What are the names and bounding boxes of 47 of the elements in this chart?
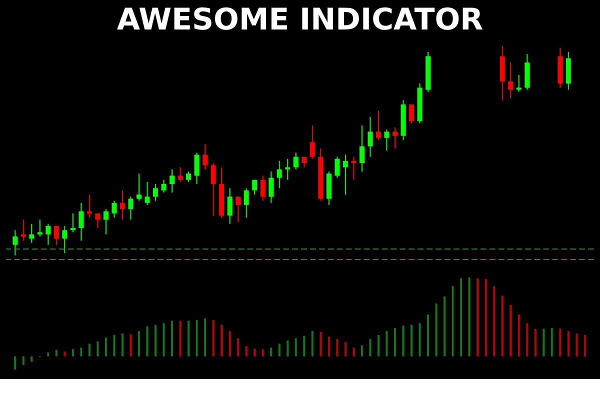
candlestick	[276, 160, 282, 189]
candlestick	[236, 196, 241, 222]
candlestick	[54, 225, 59, 246]
candlestick	[46, 223, 51, 246]
candlestick	[508, 62, 514, 99]
candlestick	[144, 181, 150, 206]
candlestick	[334, 156, 340, 178]
candlestick	[161, 179, 166, 193]
candlestick	[37, 219, 42, 237]
candlestick	[227, 188, 232, 224]
candlestick	[210, 162, 216, 216]
candlestick	[516, 74, 522, 92]
candlestick	[359, 124, 364, 172]
candlestick	[12, 230, 18, 256]
candlestick	[260, 175, 266, 202]
candlestick	[103, 208, 108, 235]
candlestick	[376, 110, 381, 140]
candlestick	[62, 225, 68, 254]
candlestick	[78, 202, 84, 242]
chart-title: AWESOME INDICATOR	[116, 2, 484, 38]
candlestick	[202, 144, 208, 170]
candlestick	[95, 212, 100, 229]
candlestick	[408, 104, 414, 124]
candlestick	[384, 129, 390, 151]
candlestick	[112, 200, 117, 218]
candlestick	[351, 156, 356, 180]
candlestick	[178, 166, 183, 182]
candlestick	[368, 116, 373, 158]
candlestick	[86, 194, 92, 218]
candlestick	[186, 170, 192, 182]
candlestick	[293, 152, 298, 170]
candlestick	[20, 219, 26, 242]
candlestick	[194, 152, 200, 185]
candlestick	[120, 190, 125, 220]
candlestick	[244, 188, 249, 218]
candlestick	[29, 223, 34, 244]
candlestick	[285, 158, 290, 180]
candlestick	[170, 168, 174, 193]
candlestick	[342, 154, 348, 195]
candlestick	[152, 184, 158, 202]
candlestick	[252, 179, 258, 195]
candlestick	[268, 170, 274, 204]
candlestick	[70, 212, 76, 233]
candlestick	[392, 126, 398, 149]
candlestick	[310, 124, 315, 160]
candlestick	[128, 196, 134, 220]
candlestick	[136, 173, 142, 202]
